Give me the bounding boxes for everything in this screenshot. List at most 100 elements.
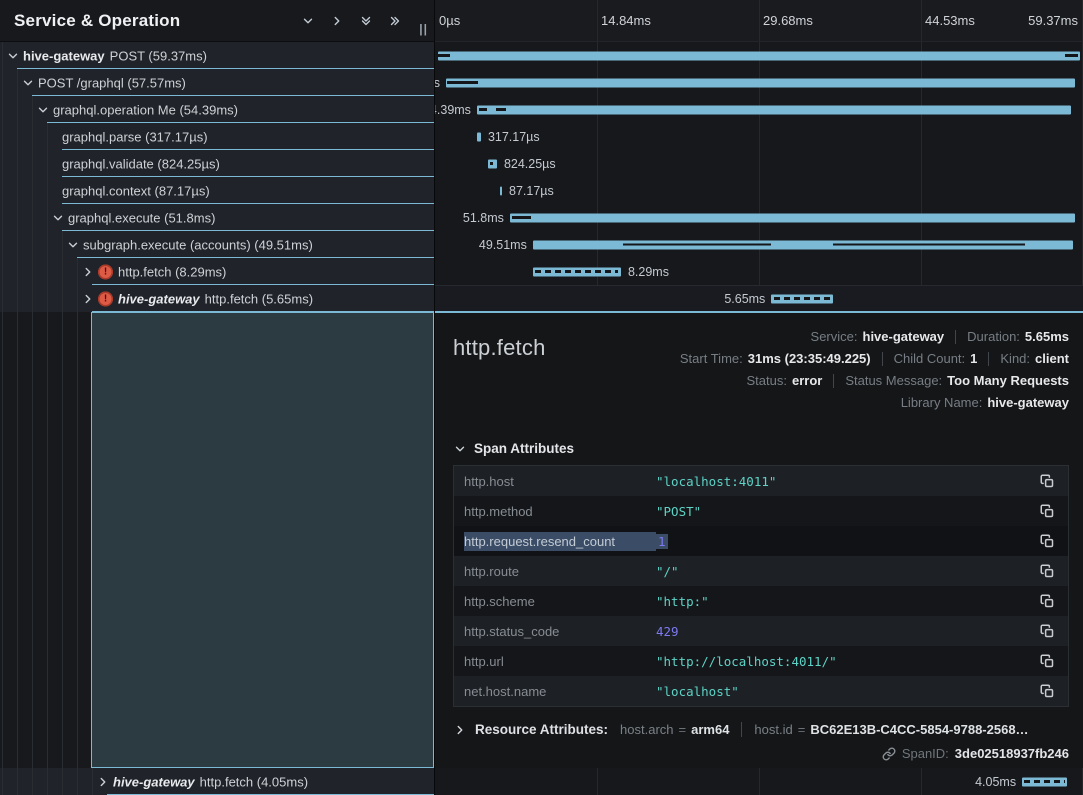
meta-line: Service:hive-gatewayDuration:5.65ms: [680, 326, 1069, 348]
attribute-key: http.request.resend_count: [464, 532, 656, 551]
indent-guide: [17, 204, 18, 231]
tree-row[interactable]: hive-gatewayhttp.fetch (4.05ms): [0, 768, 434, 795]
tree-row[interactable]: subgraph.execute (accounts) (49.51ms): [0, 231, 434, 258]
timeline-row[interactable]: 4.05ms: [435, 768, 1083, 795]
resource-attributes-row[interactable]: Resource Attributes: host.arch=arm64host…: [453, 722, 1069, 737]
meta-value: 31ms (23:35:49.225): [748, 348, 871, 370]
span-attributes-header[interactable]: Span Attributes: [453, 441, 1069, 456]
chevron-down-icon[interactable]: [21, 76, 35, 90]
span-attributes-table: http.host"localhost:4011"http.method"POS…: [453, 465, 1069, 707]
expanded-span-box[interactable]: [91, 312, 434, 768]
chevron-down-icon[interactable]: [6, 49, 20, 63]
attribute-key: net.host.name: [464, 684, 656, 699]
copy-icon[interactable]: [1036, 654, 1058, 669]
span-bar[interactable]: [477, 132, 481, 141]
attribute-row[interactable]: http.request.resend_count1: [454, 526, 1068, 556]
timeline-row[interactable]: 5.65ms: [435, 285, 1083, 312]
span-bar[interactable]: [510, 213, 1075, 222]
chevron-down-icon[interactable]: [66, 238, 80, 252]
timeline-row[interactable]: 54.39ms: [435, 96, 1083, 123]
chevron-right-icon[interactable]: [81, 292, 95, 306]
resource-value: arm64: [691, 722, 729, 737]
indent-guide: [77, 768, 78, 795]
indent-guide: [32, 768, 33, 795]
span-bar[interactable]: [533, 267, 621, 276]
chevron-down-icon[interactable]: [51, 211, 65, 225]
tree-row[interactable]: graphql.validate (824.25µs): [0, 150, 434, 177]
tree-row[interactable]: graphql.execute (51.8ms): [0, 204, 434, 231]
meta-value: hive-gateway: [863, 326, 945, 348]
timeline-row[interactable]: 317.17µs: [435, 123, 1083, 150]
copy-icon[interactable]: [1036, 474, 1058, 489]
timeline-row[interactable]: 49.51ms: [435, 231, 1083, 258]
tree-row[interactable]: hive-gatewayPOST (59.37ms): [0, 42, 434, 69]
attribute-key: http.route: [464, 564, 656, 579]
resource-value: BC62E13B-C4CC-5854-9788-2568…: [810, 722, 1028, 737]
tree-row[interactable]: graphql.context (87.17µs): [0, 177, 434, 204]
tree-row[interactable]: graphql.operation Me (54.39ms): [0, 96, 434, 123]
meta-value: hive-gateway: [987, 392, 1069, 414]
copy-icon[interactable]: [1036, 624, 1058, 639]
timeline-row[interactable]: 824.25µs: [435, 150, 1083, 177]
chevrons-down-icon[interactable]: [359, 14, 373, 28]
copy-icon[interactable]: [1036, 534, 1058, 549]
indent-guide: [2, 312, 3, 768]
span-bar[interactable]: [771, 294, 833, 303]
panel-resize-handle[interactable]: ||: [419, 22, 428, 36]
indent-guide: [32, 123, 33, 150]
attribute-row[interactable]: http.url"http://localhost:4011/": [454, 646, 1068, 676]
chevrons-right-icon[interactable]: [388, 14, 402, 28]
span-bar[interactable]: [1022, 777, 1067, 786]
chevron-down-icon[interactable]: [301, 14, 315, 28]
meta-value: 1: [970, 348, 977, 370]
span-bar[interactable]: [446, 78, 1075, 87]
tree-row[interactable]: graphql.parse (317.17µs): [0, 123, 434, 150]
indent-guide: [62, 285, 63, 312]
indent-guide: [47, 177, 48, 204]
copy-icon[interactable]: [1036, 564, 1058, 579]
meta-divider: [988, 352, 989, 366]
span-label: hive-gatewayhttp.fetch (5.65ms): [118, 291, 313, 306]
timeline-bars: 59.37ms57.57ms54.39ms317.17µs824.25µs87.…: [435, 42, 1083, 312]
span-bar[interactable]: [500, 186, 502, 195]
copy-icon[interactable]: [1036, 684, 1058, 699]
attribute-row[interactable]: http.scheme"http:": [454, 586, 1068, 616]
meta-label: Service:: [811, 326, 858, 348]
service-name: hive-gateway: [113, 774, 195, 789]
span-bar[interactable]: [438, 51, 1080, 60]
tree-row[interactable]: !hive-gatewayhttp.fetch (5.65ms): [0, 285, 434, 312]
chevron-right-icon[interactable]: [81, 265, 95, 279]
bar-duration-label: 4.05ms: [975, 775, 1016, 789]
chevron-down-icon[interactable]: [36, 103, 50, 117]
attribute-row[interactable]: http.host"localhost:4011": [454, 466, 1068, 496]
chevron-right-icon[interactable]: [330, 14, 344, 28]
copy-icon[interactable]: [1036, 504, 1058, 519]
service-name: hive-gateway: [118, 291, 200, 306]
copy-icon[interactable]: [1036, 594, 1058, 609]
resource-attributes-values: host.arch=arm64host.id=BC62E13B-C4CC-585…: [620, 722, 1029, 737]
tree-row[interactable]: POST /graphql (57.57ms): [0, 69, 434, 96]
timeline-row[interactable]: 57.57ms: [435, 69, 1083, 96]
attribute-row[interactable]: http.status_code429: [454, 616, 1068, 646]
span-bar[interactable]: [477, 105, 1071, 114]
timeline-row[interactable]: 87.17µs: [435, 177, 1083, 204]
meta-label: Status:: [747, 370, 787, 392]
span-bar[interactable]: [488, 159, 497, 168]
chevron-right-icon: [453, 723, 467, 737]
timeline-row[interactable]: 59.37ms: [435, 42, 1083, 69]
indent-guide: [47, 768, 48, 795]
timeline-row[interactable]: 51.8ms: [435, 204, 1083, 231]
link-icon[interactable]: [882, 747, 896, 761]
attribute-row[interactable]: http.method"POST": [454, 496, 1068, 526]
span-bar[interactable]: [533, 240, 1073, 249]
attribute-row[interactable]: http.route"/": [454, 556, 1068, 586]
timeline-ruler: 0µs14.84ms29.68ms44.53ms59.37ms: [435, 0, 1083, 42]
attribute-row[interactable]: net.host.name"localhost": [454, 676, 1068, 706]
indent-guide: [17, 258, 18, 285]
timeline-bars-bottom: 4.05ms: [435, 768, 1083, 795]
timeline-row[interactable]: 8.29ms: [435, 258, 1083, 285]
chevron-right-icon[interactable]: [96, 775, 110, 789]
tree-row[interactable]: !http.fetch (8.29ms): [0, 258, 434, 285]
bar-duration-label: 5.65ms: [724, 292, 765, 306]
operation-name: subgraph.execute (accounts) (49.51ms): [83, 237, 313, 252]
